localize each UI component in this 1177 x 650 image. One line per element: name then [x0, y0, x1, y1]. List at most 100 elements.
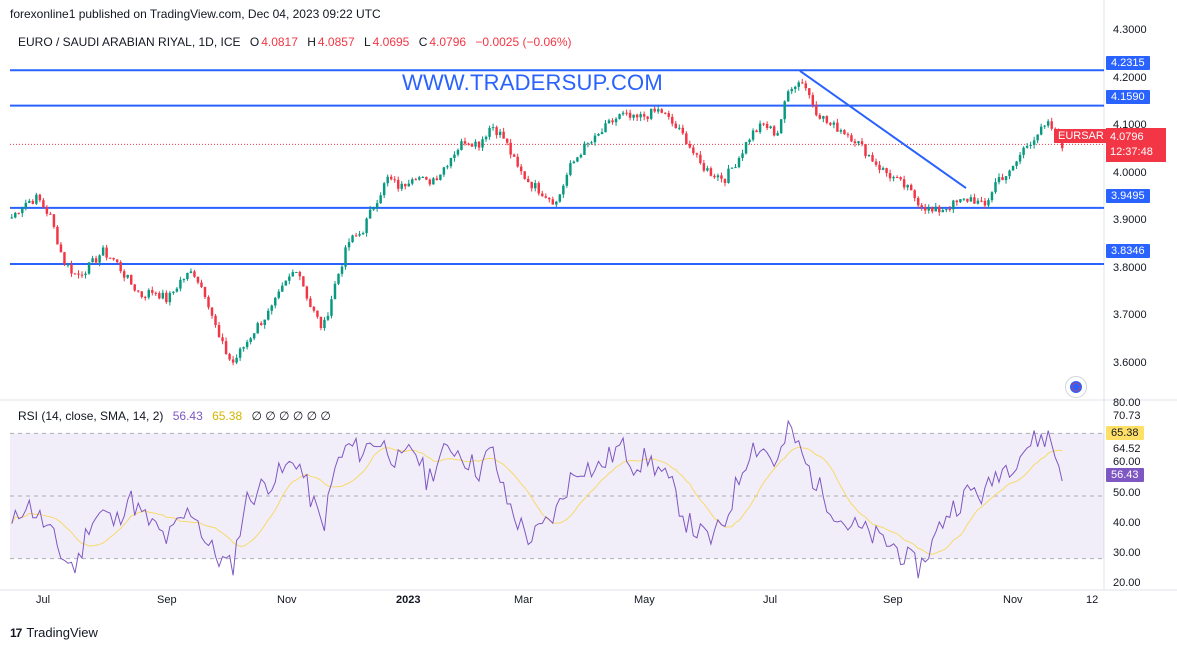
candle-body: [597, 134, 600, 136]
candle-body: [765, 123, 769, 129]
candle-body: [811, 95, 815, 105]
time-tick: Sep: [157, 594, 177, 606]
candle-body: [295, 271, 298, 273]
candle-body: [288, 276, 291, 281]
candle-body: [927, 207, 930, 211]
candle-body: [238, 348, 242, 358]
rsi-sma-line: [11, 446, 1063, 555]
candle-body: [474, 141, 477, 147]
candle-body: [720, 175, 723, 179]
candle-body: [52, 214, 56, 227]
candle-body: [119, 262, 122, 272]
candle-body: [382, 183, 386, 196]
globe-icon[interactable]: [1065, 376, 1087, 398]
candle-body: [94, 258, 98, 263]
candle-body: [523, 171, 526, 179]
watermark-text: WWW.TRADERSUP.COM: [402, 70, 663, 95]
candle-body: [404, 183, 407, 187]
candle-body: [797, 82, 800, 87]
candle-body: [323, 319, 326, 329]
rsi-tick: 64.52: [1113, 443, 1141, 455]
candle-body: [28, 200, 31, 203]
candle-body: [530, 181, 533, 189]
candle-body: [786, 91, 790, 102]
candle-body: [600, 132, 604, 135]
high-label: H: [307, 35, 316, 49]
candle-body: [730, 167, 734, 169]
candle-body: [252, 333, 256, 339]
candle-body: [502, 131, 505, 139]
candle-body: [351, 235, 354, 243]
candle-body: [274, 297, 277, 306]
candle-body: [224, 341, 228, 354]
candle-body: [938, 206, 941, 213]
candle-body: [249, 338, 252, 342]
price-tick: 4.3000: [1113, 24, 1147, 36]
publisher-line: forexonline1 published on TradingView.co…: [10, 7, 381, 21]
candle-body: [214, 315, 217, 326]
candle-body: [281, 285, 284, 292]
candle-body: [895, 177, 899, 179]
time-tick: 12: [1086, 594, 1099, 606]
candle-body: [751, 130, 755, 140]
symbol-name: EURO / SAUDI ARABIAN RIYAL, 1D, ICE: [18, 35, 241, 49]
candle-body: [108, 257, 112, 259]
candle-body: [263, 319, 266, 325]
candle-body: [569, 163, 572, 175]
candle-body: [277, 291, 280, 298]
candle-body: [653, 108, 656, 112]
tradingview-brand[interactable]: 17 TradingView: [10, 625, 98, 640]
candle-body: [147, 290, 151, 298]
candle-body: [815, 104, 818, 116]
candle-body: [916, 198, 920, 206]
candle-body: [695, 153, 699, 155]
candle-body: [291, 272, 295, 277]
rsi-sma-tag: 65.38: [1106, 426, 1144, 440]
candle-body: [368, 209, 372, 219]
candle-body: [748, 139, 751, 143]
symbol-legend: EURO / SAUDI ARABIAN RIYAL, 1D, ICE O 4.0…: [18, 35, 572, 49]
candle-body: [418, 177, 421, 180]
candle-body: [969, 197, 973, 202]
candle-body: [24, 202, 28, 208]
candle-body: [544, 196, 548, 198]
candle-body: [189, 271, 193, 273]
price-tick: 3.6000: [1113, 357, 1147, 369]
candle-body: [902, 179, 906, 188]
candle-body: [270, 305, 273, 311]
rsi-label: RSI (14, close, SMA, 14, 2): [18, 409, 164, 423]
candle-body: [716, 175, 720, 178]
last-price: 4.0796: [1110, 131, 1144, 143]
candle-body: [801, 82, 804, 84]
open-label: O: [249, 35, 260, 49]
candle-body: [853, 141, 857, 144]
candle-body: [723, 178, 727, 183]
candle-body: [414, 179, 418, 181]
candle-body: [77, 273, 80, 275]
candle-body: [298, 271, 302, 277]
candle-body: [966, 198, 969, 202]
candle-body: [822, 116, 825, 119]
candle-body: [35, 194, 38, 204]
candle-body: [1001, 177, 1004, 181]
candle-body: [772, 126, 776, 136]
level-tag-3.9495: 3.9495: [1106, 189, 1150, 203]
candle-body: [319, 316, 323, 329]
candle-body: [562, 185, 565, 195]
candle-body: [172, 291, 175, 293]
last-price-tag: 4.0796 12:37:48: [1106, 128, 1166, 162]
candle-body: [692, 147, 695, 154]
candle-body: [537, 183, 540, 194]
symbol-price-tag: EURSAR: [1054, 129, 1108, 143]
candle-body: [1025, 145, 1029, 148]
candle-body: [762, 123, 765, 125]
candle-body: [446, 166, 449, 168]
candle-body: [456, 149, 460, 155]
candle-body: [442, 167, 446, 175]
candle-body: [702, 163, 706, 171]
rsi-tick: 60.00: [1113, 456, 1141, 468]
candle-body: [1018, 154, 1022, 162]
candle-body: [976, 200, 980, 204]
candle-body: [45, 207, 49, 214]
